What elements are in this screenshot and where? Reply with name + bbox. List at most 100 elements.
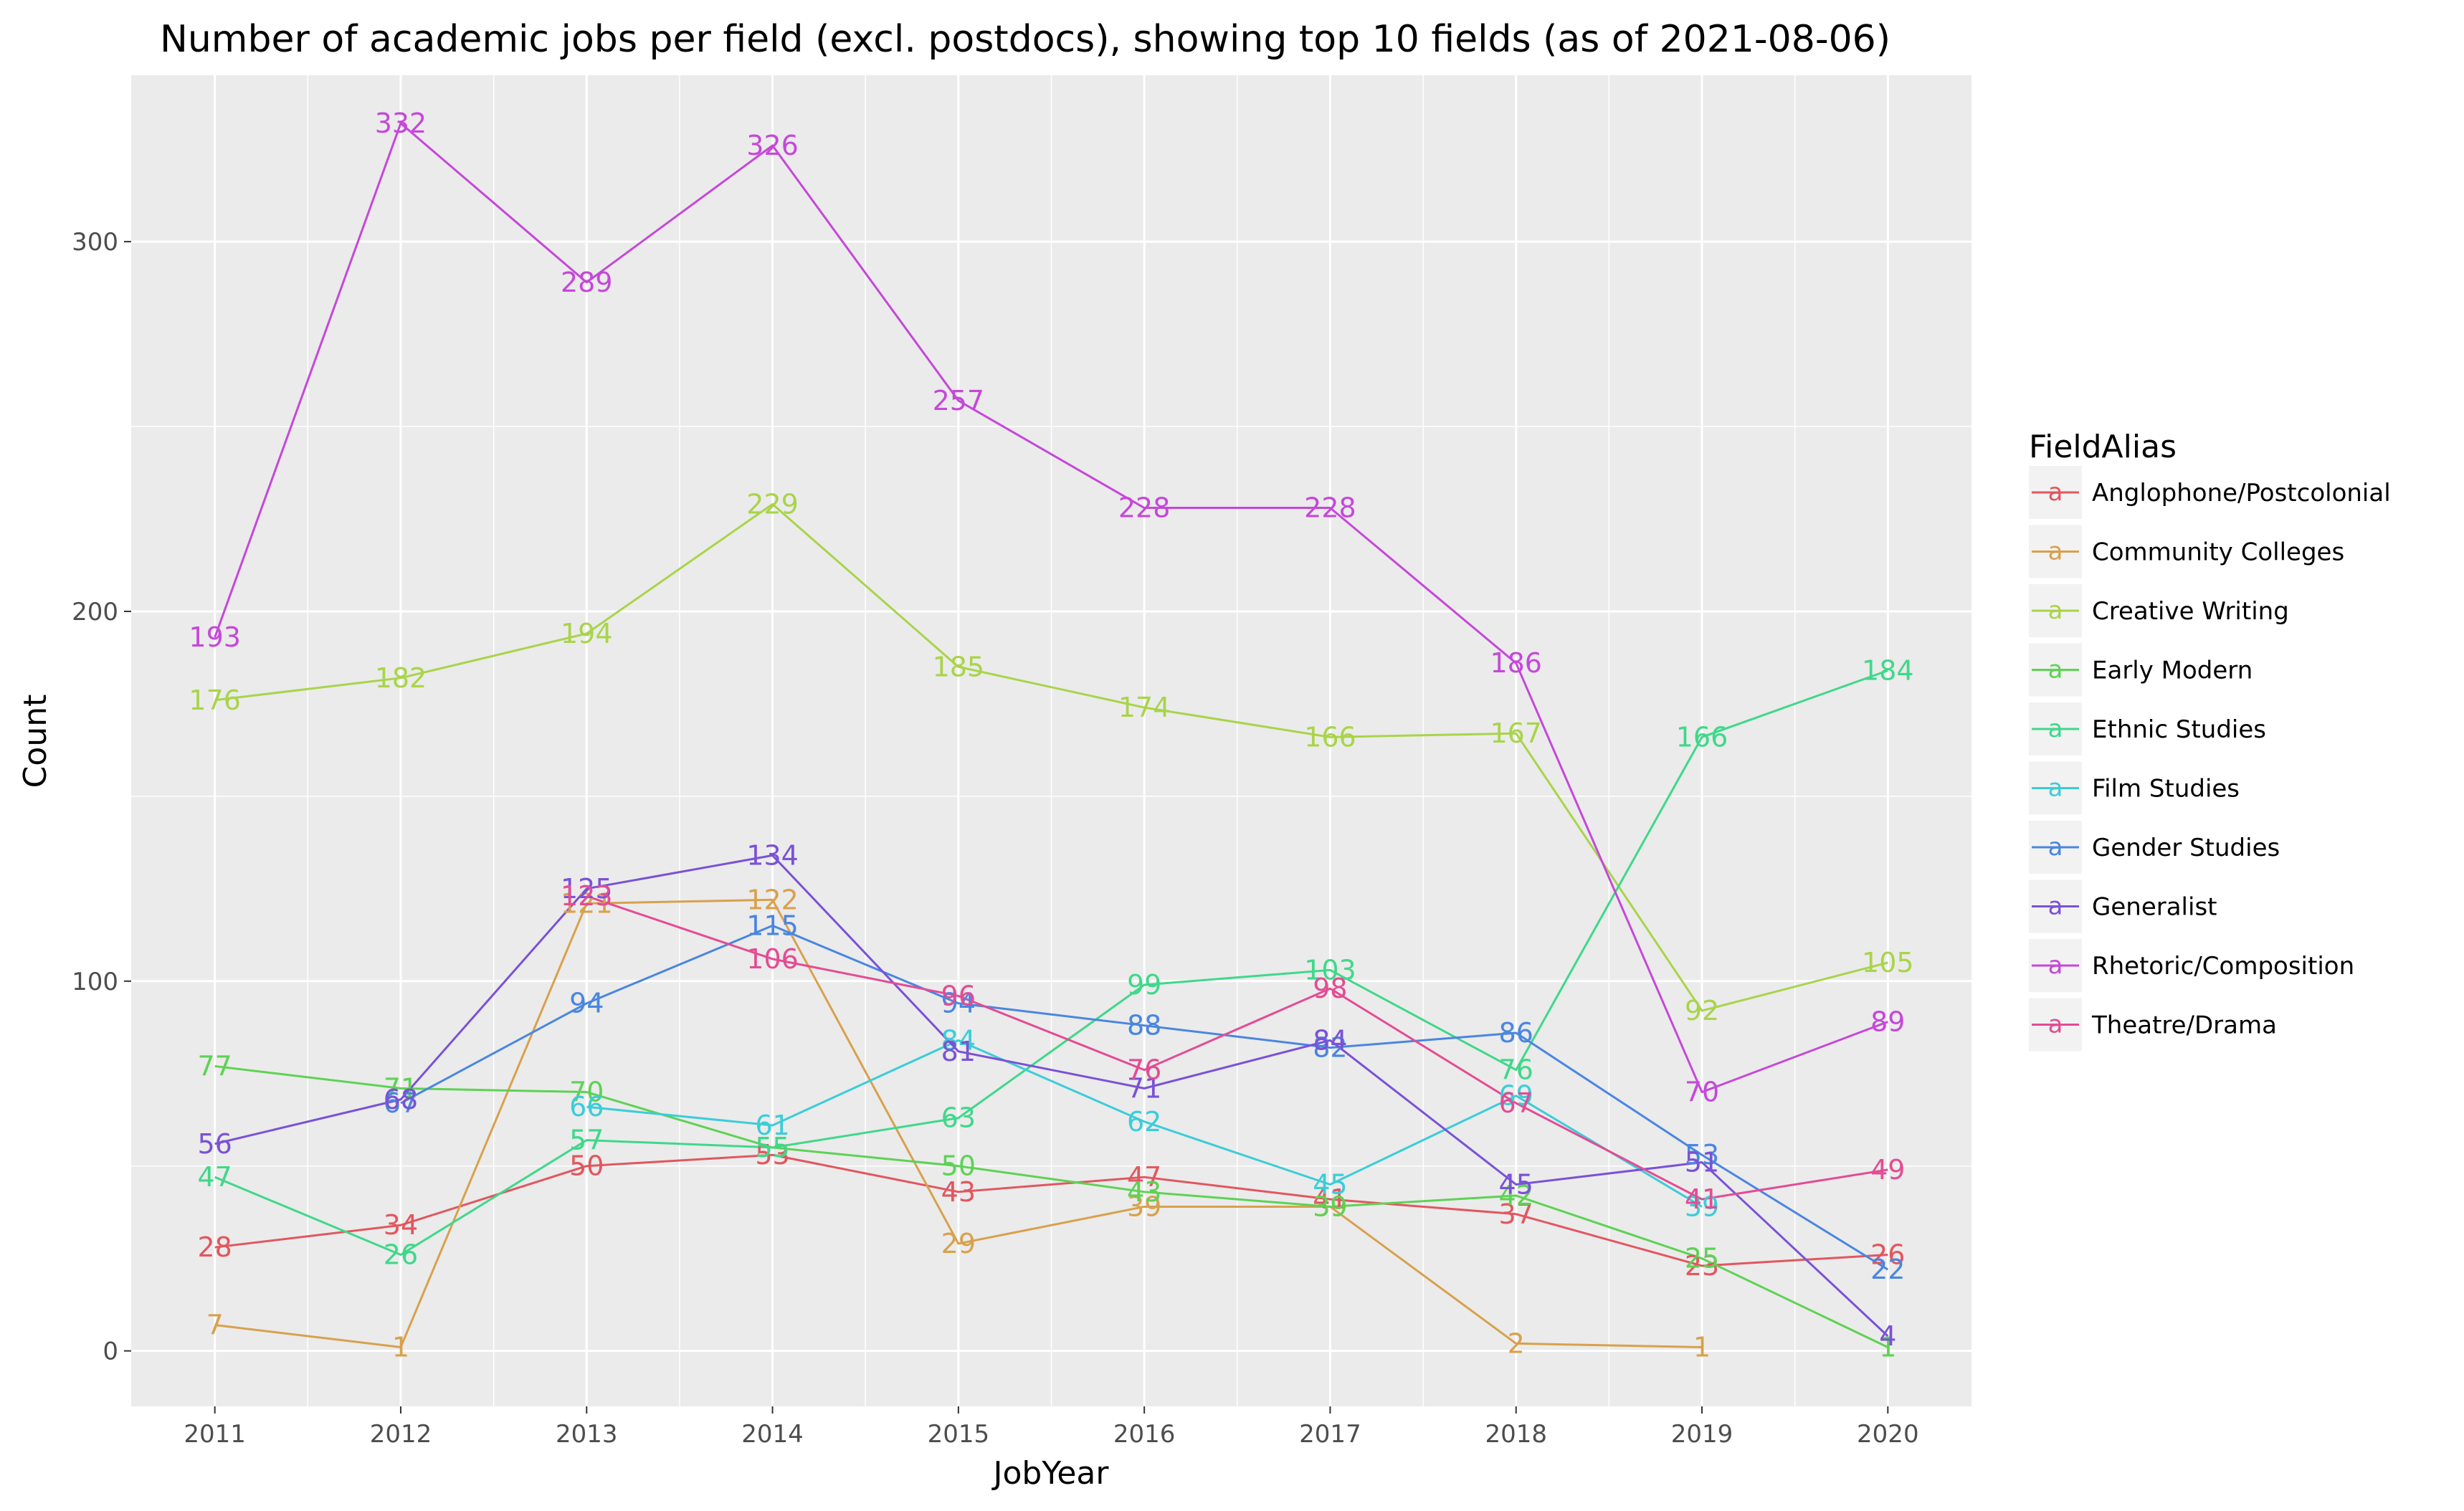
series-ethnic-studies — [214, 669, 1888, 1257]
y-axis-title: Count — [17, 695, 54, 788]
data-label-anglophone-postcolonial: 37 — [1499, 1198, 1533, 1230]
legend-item-rhetoric-composition: a Rhetoric/Composition — [2029, 939, 2354, 992]
data-label-community-colleges: 29 — [941, 1228, 976, 1259]
data-label-generalist: 4 — [1879, 1320, 1896, 1352]
data-label-ethnic-studies: 166 — [1676, 721, 1728, 753]
data-label-generalist: 45 — [1499, 1169, 1533, 1201]
legend-key-glyph: a — [2048, 951, 2063, 980]
legend-key-glyph: a — [2048, 1011, 2063, 1039]
data-label-ethnic-studies: 103 — [1304, 954, 1356, 986]
legend-item-anglophone-postcolonial: a Anglophone/Postcolonial — [2029, 466, 2391, 519]
series-line-film-studies — [586, 1039, 1703, 1208]
data-label-early-modern: 71 — [384, 1072, 418, 1104]
data-label-generalist: 71 — [1127, 1072, 1161, 1104]
axis-layer: 2011 2012 2013 2014 2015 2016 2017 2018 2019 2020… — [72, 228, 1918, 1449]
legend-key-glyph: a — [2048, 774, 2063, 803]
data-label-ethnic-studies: 99 — [1127, 969, 1161, 1001]
data-label-gender-studies: 53 — [1685, 1139, 1719, 1171]
data-label-ethnic-studies: 55 — [755, 1132, 789, 1163]
legend-key-glyph: a — [2048, 656, 2063, 685]
data-label-early-modern: 1 — [1879, 1331, 1896, 1363]
data-label-early-modern: 77 — [198, 1050, 232, 1082]
series-line-rhetoric-composition — [214, 122, 1888, 1094]
data-label-early-modern: 42 — [1499, 1180, 1533, 1211]
data-label-gender-studies: 94 — [941, 988, 976, 1019]
data-label-anglophone-postcolonial: 41 — [1313, 1183, 1347, 1215]
data-label-community-colleges: 1 — [1693, 1331, 1711, 1363]
legend-key-glyph: a — [2048, 596, 2063, 625]
data-label-generalist: 84 — [1313, 1024, 1347, 1056]
legend-label: Early Modern — [2092, 657, 2253, 685]
series-early-modern — [214, 1064, 1888, 1348]
x-tick-label: 2013 — [556, 1420, 618, 1449]
data-label-early-modern: 43 — [1127, 1176, 1161, 1208]
legend-key-glyph: a — [2048, 538, 2063, 566]
data-label-community-colleges: 39 — [1313, 1191, 1347, 1222]
series-generalist — [214, 854, 1889, 1338]
data-label-community-colleges: 7 — [206, 1310, 224, 1341]
data-label-gender-studies: 115 — [746, 910, 799, 941]
data-label-creative-writing: 174 — [1118, 692, 1171, 723]
data-label-creative-writing: 105 — [1862, 947, 1914, 978]
data-label-gender-studies: 86 — [1499, 1017, 1533, 1049]
x-tick-label: 2020 — [1857, 1420, 1919, 1449]
y-tick-label: 300 — [72, 228, 118, 257]
data-label-gender-studies: 22 — [1870, 1254, 1905, 1285]
data-label-generalist: 125 — [561, 873, 613, 905]
data-label-generalist: 51 — [1685, 1147, 1719, 1178]
data-label-anglophone-postcolonial: 47 — [1127, 1161, 1161, 1193]
data-label-ethnic-studies: 47 — [198, 1161, 232, 1193]
data-label-rhetoric-composition: 228 — [1304, 492, 1356, 524]
legend-label: Anglophone/Postcolonial — [2092, 479, 2391, 507]
y-tick-label: 100 — [72, 968, 118, 996]
legend-item-community-colleges: a Community Colleges — [2029, 525, 2344, 578]
data-label-rhetoric-composition: 70 — [1685, 1077, 1719, 1108]
y-tick-label: 200 — [72, 598, 118, 626]
data-label-gender-studies: 82 — [1313, 1032, 1347, 1064]
data-label-ethnic-studies: 63 — [941, 1102, 976, 1134]
data-label-early-modern: 39 — [1313, 1191, 1347, 1222]
legend-label: Community Colleges — [2092, 538, 2344, 567]
data-label-anglophone-postcolonial: 50 — [569, 1150, 604, 1182]
data-label-community-colleges: 121 — [561, 887, 613, 919]
series-film-studies — [586, 1039, 1703, 1208]
legend-item-gender-studies: a Gender Studies — [2029, 821, 2280, 874]
data-label-early-modern: 25 — [1685, 1243, 1719, 1274]
data-label-theatre-drama: 123 — [561, 880, 613, 912]
series-anglophone-postcolonial — [214, 1153, 1888, 1267]
data-label-rhetoric-composition: 186 — [1490, 647, 1542, 679]
data-label-film-studies: 69 — [1499, 1080, 1533, 1112]
data-label-theatre-drama: 67 — [1499, 1087, 1533, 1119]
data-label-creative-writing: 182 — [375, 662, 427, 694]
data-label-rhetoric-composition: 89 — [1870, 1006, 1905, 1038]
legend-label: Generalist — [2092, 893, 2217, 922]
legend-key-glyph: a — [2048, 892, 2063, 921]
data-label-rhetoric-composition: 326 — [746, 130, 799, 161]
series-line-gender-studies — [400, 924, 1889, 1271]
data-label-gender-studies: 88 — [1127, 1010, 1161, 1042]
legend-label: Gender Studies — [2092, 834, 2280, 862]
data-label-film-studies: 84 — [941, 1024, 976, 1056]
data-label-rhetoric-composition: 332 — [375, 108, 427, 139]
data-label-community-colleges: 1 — [392, 1331, 409, 1363]
data-label-film-studies: 61 — [755, 1110, 789, 1141]
legend-label: Ethnic Studies — [2092, 715, 2266, 744]
legend-item-early-modern: a Early Modern — [2029, 643, 2253, 697]
legend-key-glyph: a — [2048, 833, 2063, 862]
series-rhetoric-composition — [214, 122, 1888, 1094]
chart-title: Number of academic jobs per field (excl.… — [160, 18, 1890, 61]
data-label-gender-studies: 67 — [384, 1087, 418, 1119]
data-label-ethnic-studies: 76 — [1499, 1054, 1533, 1086]
series-line-theatre-drama — [586, 895, 1888, 1201]
data-label-anglophone-postcolonial: 26 — [1870, 1239, 1905, 1271]
data-label-theatre-drama: 106 — [746, 943, 799, 975]
legend-label: Creative Writing — [2092, 597, 2289, 626]
x-tick-label: 2014 — [741, 1420, 804, 1449]
data-label-anglophone-postcolonial: 28 — [198, 1231, 232, 1263]
x-tick-label: 2017 — [1299, 1420, 1361, 1449]
data-label-generalist: 68 — [384, 1084, 418, 1115]
data-label-anglophone-postcolonial: 43 — [941, 1176, 976, 1208]
data-label-rhetoric-composition: 193 — [189, 621, 241, 653]
series-line-early-modern — [214, 1064, 1888, 1348]
